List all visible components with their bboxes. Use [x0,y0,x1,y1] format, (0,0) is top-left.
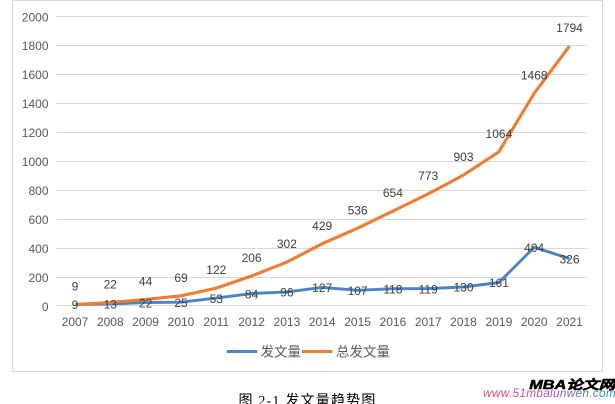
svg-text:22: 22 [139,296,153,310]
svg-text:2016: 2016 [380,315,407,329]
svg-text:130: 130 [453,281,473,295]
svg-text:200: 200 [28,271,48,285]
svg-text:773: 773 [418,169,438,183]
svg-text:107: 107 [348,284,368,298]
svg-text:127: 127 [312,281,332,295]
svg-text:发文量: 发文量 [261,345,302,360]
svg-text:2018: 2018 [450,315,477,329]
svg-text:1200: 1200 [22,126,49,140]
svg-text:302: 302 [277,237,297,251]
svg-text:84: 84 [245,287,259,301]
svg-text:2012: 2012 [238,315,265,329]
svg-text:1400: 1400 [22,97,49,111]
svg-text:2010: 2010 [168,315,195,329]
svg-text:2015: 2015 [344,315,371,329]
svg-text:1000: 1000 [22,155,49,169]
svg-text:2019: 2019 [486,315,513,329]
svg-text:13: 13 [104,298,118,312]
svg-text:2009: 2009 [132,315,159,329]
svg-text:0: 0 [42,300,49,314]
svg-text:1064: 1064 [486,127,513,141]
svg-text:96: 96 [280,286,294,300]
svg-text:69: 69 [174,271,188,285]
svg-text:404: 404 [524,241,544,255]
svg-text:600: 600 [28,213,48,227]
svg-text:1600: 1600 [22,68,49,82]
svg-text:429: 429 [312,219,332,233]
svg-text:903: 903 [453,150,473,164]
svg-text:2007: 2007 [62,315,89,329]
svg-text:119: 119 [419,282,438,296]
svg-text:9: 9 [72,298,79,312]
svg-text:25: 25 [174,296,188,310]
svg-text:1468: 1468 [521,68,548,82]
svg-text:1800: 1800 [22,39,49,53]
svg-text:2000: 2000 [22,10,49,24]
svg-text:22: 22 [104,278,118,292]
svg-text:122: 122 [206,263,226,277]
svg-text:2014: 2014 [309,315,336,329]
svg-text:2008: 2008 [97,315,124,329]
svg-text:206: 206 [242,251,262,265]
svg-text:2017: 2017 [415,315,442,329]
svg-text:536: 536 [348,203,368,217]
svg-text:2013: 2013 [274,315,301,329]
svg-text:2021: 2021 [556,315,583,329]
svg-text:9: 9 [72,280,79,294]
svg-text:118: 118 [383,282,402,296]
svg-text:326: 326 [559,252,579,266]
svg-text:1794: 1794 [556,21,583,35]
svg-text:654: 654 [383,186,403,200]
svg-text:800: 800 [28,184,48,198]
svg-text:161: 161 [489,276,509,290]
svg-text:2011: 2011 [203,315,229,329]
svg-text:400: 400 [28,242,48,256]
svg-text:44: 44 [139,275,153,289]
svg-text:2020: 2020 [521,315,548,329]
svg-text:总发文量: 总发文量 [336,345,390,360]
svg-text:53: 53 [210,292,224,306]
